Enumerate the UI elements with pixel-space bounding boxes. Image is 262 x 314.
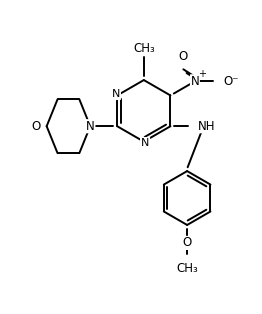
Text: N: N: [190, 75, 199, 88]
Text: O: O: [179, 51, 188, 63]
Text: N: N: [86, 120, 95, 133]
Text: CH₃: CH₃: [176, 262, 198, 275]
Text: N: N: [112, 89, 120, 99]
Text: NH: NH: [197, 120, 215, 133]
Text: N: N: [141, 138, 149, 148]
Text: O⁻: O⁻: [223, 75, 239, 88]
Text: O: O: [31, 120, 40, 133]
Text: O: O: [183, 236, 192, 249]
Text: CH₃: CH₃: [133, 41, 155, 55]
Text: +: +: [198, 69, 206, 79]
